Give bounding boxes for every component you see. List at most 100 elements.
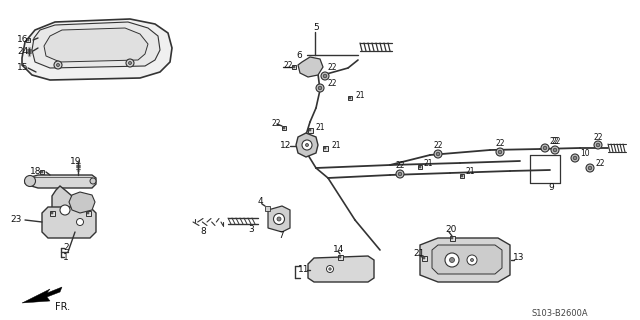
Circle shape bbox=[419, 166, 421, 168]
Bar bbox=[307, 127, 312, 132]
Circle shape bbox=[54, 61, 62, 69]
Polygon shape bbox=[42, 207, 96, 238]
Circle shape bbox=[596, 143, 600, 147]
Circle shape bbox=[90, 178, 96, 184]
Polygon shape bbox=[69, 192, 95, 213]
Polygon shape bbox=[296, 133, 318, 157]
Circle shape bbox=[24, 175, 35, 187]
Text: 21: 21 bbox=[316, 123, 326, 132]
Text: 5: 5 bbox=[313, 23, 319, 33]
Circle shape bbox=[309, 129, 311, 131]
Circle shape bbox=[586, 164, 594, 172]
Bar bbox=[422, 255, 426, 260]
Bar bbox=[418, 165, 422, 169]
Circle shape bbox=[588, 166, 592, 170]
Bar bbox=[49, 211, 54, 215]
Text: 6: 6 bbox=[296, 51, 301, 60]
Text: 4: 4 bbox=[258, 197, 264, 206]
Text: 21: 21 bbox=[424, 158, 433, 167]
Circle shape bbox=[277, 217, 281, 221]
Text: 24: 24 bbox=[17, 46, 28, 55]
Text: 23: 23 bbox=[10, 215, 21, 225]
Circle shape bbox=[451, 237, 453, 239]
Bar bbox=[449, 236, 454, 241]
Circle shape bbox=[305, 143, 308, 147]
Bar bbox=[323, 146, 328, 150]
Circle shape bbox=[27, 39, 29, 41]
Bar bbox=[282, 126, 286, 130]
Bar bbox=[26, 38, 30, 42]
Bar bbox=[86, 211, 90, 215]
Circle shape bbox=[423, 257, 425, 259]
Polygon shape bbox=[22, 287, 62, 303]
Circle shape bbox=[318, 86, 322, 90]
Text: 19: 19 bbox=[70, 157, 81, 166]
Circle shape bbox=[323, 74, 327, 78]
Circle shape bbox=[461, 175, 463, 177]
Text: 20: 20 bbox=[445, 225, 456, 234]
Circle shape bbox=[571, 154, 579, 162]
Text: 14: 14 bbox=[333, 244, 344, 253]
Text: 22: 22 bbox=[496, 140, 506, 148]
Circle shape bbox=[553, 148, 557, 152]
Text: 1: 1 bbox=[63, 252, 68, 261]
Text: 22: 22 bbox=[551, 138, 561, 147]
Text: 10: 10 bbox=[580, 148, 589, 157]
Text: 15: 15 bbox=[17, 63, 29, 73]
Circle shape bbox=[470, 259, 474, 261]
Circle shape bbox=[129, 61, 131, 65]
Circle shape bbox=[60, 205, 70, 215]
Circle shape bbox=[543, 146, 547, 150]
Text: 11: 11 bbox=[298, 266, 310, 275]
Circle shape bbox=[396, 170, 404, 178]
Text: 22: 22 bbox=[396, 162, 406, 171]
Text: 3: 3 bbox=[248, 226, 253, 235]
Circle shape bbox=[445, 253, 459, 267]
Polygon shape bbox=[52, 186, 78, 222]
Polygon shape bbox=[298, 57, 323, 77]
Circle shape bbox=[551, 146, 559, 154]
Polygon shape bbox=[32, 22, 160, 68]
Circle shape bbox=[126, 59, 134, 67]
Circle shape bbox=[41, 171, 43, 173]
Circle shape bbox=[467, 255, 477, 265]
Text: 21: 21 bbox=[466, 167, 476, 177]
Circle shape bbox=[293, 66, 295, 68]
Bar bbox=[40, 170, 44, 174]
Circle shape bbox=[434, 150, 442, 158]
Circle shape bbox=[308, 66, 312, 68]
Text: S103-B2600A: S103-B2600A bbox=[532, 308, 589, 317]
Circle shape bbox=[329, 268, 332, 270]
Circle shape bbox=[573, 156, 577, 160]
Text: 13: 13 bbox=[513, 253, 525, 262]
Text: FR.: FR. bbox=[55, 302, 70, 312]
Text: 9: 9 bbox=[548, 183, 554, 193]
Circle shape bbox=[496, 148, 504, 156]
Text: 22: 22 bbox=[327, 63, 337, 73]
Circle shape bbox=[273, 213, 285, 225]
Circle shape bbox=[321, 72, 329, 80]
Text: 16: 16 bbox=[17, 36, 29, 44]
Text: 22: 22 bbox=[595, 158, 605, 167]
Circle shape bbox=[302, 140, 312, 150]
Circle shape bbox=[305, 62, 314, 71]
Circle shape bbox=[326, 266, 333, 273]
Circle shape bbox=[56, 63, 60, 67]
Circle shape bbox=[51, 212, 53, 214]
Polygon shape bbox=[25, 175, 96, 188]
Text: 21: 21 bbox=[413, 249, 424, 258]
Circle shape bbox=[398, 172, 402, 176]
Bar bbox=[460, 174, 464, 178]
Text: 22: 22 bbox=[594, 132, 604, 141]
Text: 21: 21 bbox=[356, 91, 365, 100]
Bar bbox=[264, 205, 269, 211]
Text: 22: 22 bbox=[327, 78, 337, 87]
Polygon shape bbox=[268, 206, 290, 232]
Text: 22: 22 bbox=[434, 141, 444, 150]
Text: 22: 22 bbox=[550, 137, 559, 146]
Bar bbox=[337, 254, 342, 260]
Bar bbox=[292, 65, 296, 69]
Text: 8: 8 bbox=[200, 228, 205, 236]
Polygon shape bbox=[22, 19, 172, 80]
Circle shape bbox=[498, 150, 502, 154]
